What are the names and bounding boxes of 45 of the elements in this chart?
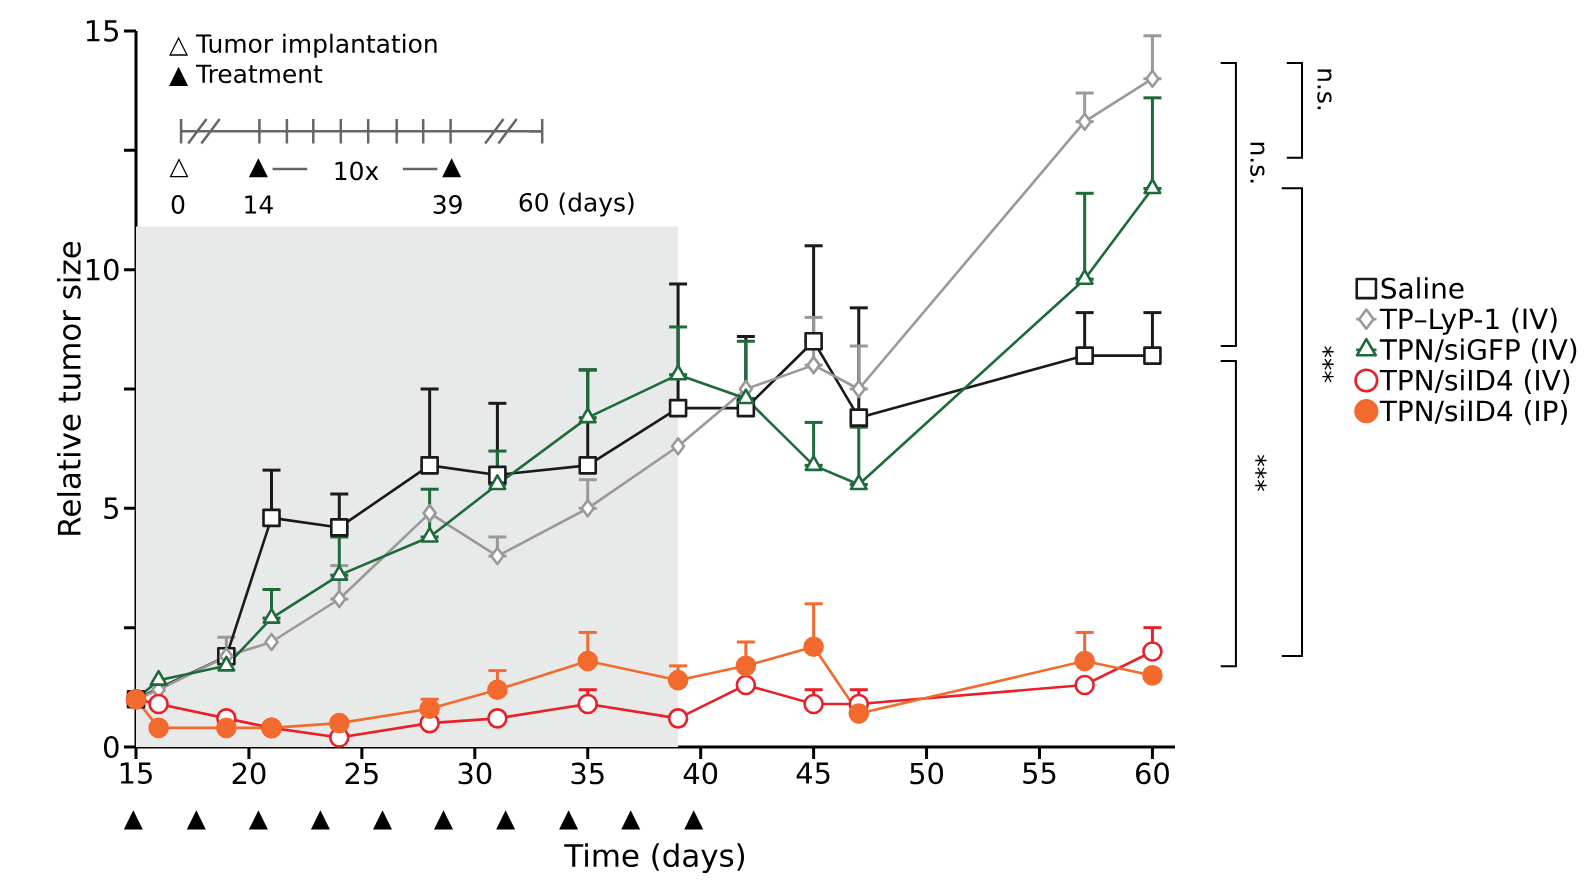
x-tick-label: 20	[232, 762, 266, 785]
text: n.s.	[1250, 142, 1265, 183]
y-tick-label: 15	[86, 20, 118, 42]
x-tick-label: 25	[345, 762, 378, 785]
annotation: ▲	[248, 158, 268, 178]
y-tick-label: 5	[104, 497, 118, 520]
x-tick-label: 30	[458, 762, 492, 785]
text: ▲	[559, 810, 579, 830]
x-tick-label: 50	[910, 762, 944, 785]
annotation: 10x	[335, 161, 379, 181]
annotation: ▲ Treatment	[169, 64, 323, 86]
y-axis-title: Relative tumor size	[56, 241, 81, 535]
y-tick-label: 10	[86, 258, 119, 281]
x-tick-label: 35	[571, 762, 604, 785]
text: ▲	[310, 810, 330, 830]
legend-label: Saline	[1381, 277, 1464, 299]
text: ▲	[248, 810, 268, 830]
annotation: △	[169, 158, 189, 178]
x-tick-label: 15	[120, 762, 152, 784]
x-axis-title: Time (days)	[564, 843, 745, 874]
text: ▲	[684, 810, 704, 830]
text: n.s.	[1317, 69, 1332, 110]
annotation: ▲	[442, 158, 462, 178]
y-tick-label: 0	[104, 736, 119, 758]
text: ▲	[434, 810, 454, 830]
annotation: 14	[245, 195, 273, 214]
annotation: 39	[433, 195, 462, 214]
x-tick-label: 60	[1136, 762, 1169, 785]
annotation: 60 (days)	[519, 192, 634, 217]
text: ▲	[186, 810, 206, 830]
text: ▲	[496, 810, 516, 830]
annotation: 0	[171, 195, 185, 214]
x-tick-label: 45	[796, 762, 830, 784]
text: ***	[1322, 346, 1334, 383]
legend-label: TP–LyP-1 (IV)	[1379, 307, 1557, 335]
legend-label: TPN/siID4 (IP)	[1379, 399, 1567, 425]
text: ▲	[123, 810, 143, 830]
legend-label: TPN/siGFP (IV)	[1379, 338, 1577, 364]
x-tick-label: 40	[683, 762, 718, 785]
legend-label: TPN/siID4 (IV)	[1379, 369, 1570, 395]
annotation: △ Tumor implantation	[169, 33, 437, 58]
text: ***	[1255, 455, 1267, 491]
x-tick-label: 55	[1023, 762, 1056, 784]
text: ▲	[621, 810, 641, 830]
text: ▲	[373, 810, 393, 830]
